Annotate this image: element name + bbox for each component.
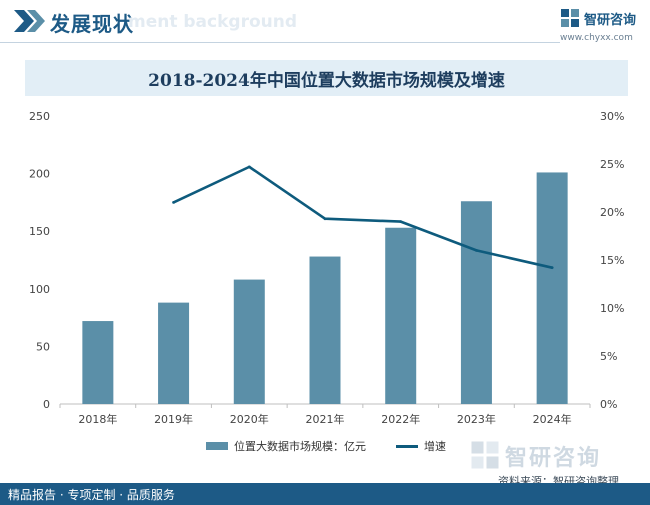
page-header: 发展现状 ment background 智研咨询 www.chyxx.com	[0, 0, 650, 44]
x-tick-label: 2021年	[306, 412, 345, 426]
bar-2020年	[233, 279, 265, 404]
x-tick-label: 2024年	[533, 412, 572, 426]
y-left-tick-label: 0	[43, 398, 50, 411]
bar-2019年	[158, 302, 190, 404]
y-right-tick-label: 30%	[600, 110, 624, 123]
x-tick-label: 2020年	[230, 412, 269, 426]
bar-2021年	[309, 256, 341, 404]
brand-url: www.chyxx.com	[560, 33, 633, 43]
chart-legend: 位置大数据市场规模：亿元 增速	[0, 438, 650, 454]
growth-point	[399, 220, 403, 224]
double-chevron-icon	[14, 10, 45, 32]
y-right-tick-label: 10%	[600, 302, 624, 315]
x-tick-label: 2022年	[381, 412, 420, 426]
bar-2022年	[385, 227, 417, 404]
chart-title-band	[25, 60, 628, 96]
watermark-logo-icon	[471, 441, 499, 469]
growth-point	[247, 165, 251, 169]
y-left-tick-label: 200	[29, 168, 50, 181]
growth-point	[475, 249, 478, 252]
chart-title: 2018-2024年中国位置大数据市场规模及增速	[148, 71, 505, 91]
legend-label-bar: 位置大数据市场规模：亿元	[234, 440, 366, 453]
legend-item-line: 增速	[396, 438, 446, 454]
footer-tagline: 精品报告 · 专项定制 · 品质服务	[8, 488, 175, 502]
growth-point	[550, 266, 554, 270]
x-tick-label: 2018年	[78, 412, 117, 426]
y-right-tick-label: 15%	[600, 254, 624, 267]
y-right-tick-label: 20%	[600, 206, 624, 219]
x-tick-label: 2019年	[154, 412, 193, 426]
section-title: 发展现状	[50, 12, 134, 36]
y-left-tick-label: 50	[36, 340, 50, 353]
series-line-growth	[173, 165, 553, 269]
growth-point	[172, 201, 175, 204]
brand-name: 智研咨询	[584, 13, 637, 28]
bar-2023年	[460, 201, 492, 404]
x-tick-label: 2023年	[457, 412, 496, 426]
brand-logo-icon	[561, 9, 579, 27]
y-left-tick-label: 100	[29, 283, 50, 296]
section-subtitle-ghost: ment background	[128, 12, 298, 32]
bar-2018年	[82, 321, 114, 404]
y-right-tick-label: 5%	[600, 350, 617, 363]
legend-label-line: 增速	[424, 440, 446, 453]
watermark-brand-name: 智研咨询	[505, 446, 602, 471]
legend-swatch-bar	[206, 442, 228, 450]
y-right-tick-label: 0%	[600, 398, 617, 411]
y-left-tick-label: 150	[29, 225, 50, 238]
y-right-tick-label: 25%	[600, 158, 624, 171]
legend-item-bar: 位置大数据市场规模：亿元	[206, 438, 366, 454]
growth-point	[323, 217, 327, 221]
header-divider	[0, 42, 560, 43]
legend-swatch-line	[396, 444, 418, 448]
page-footer: 精品报告 · 专项定制 · 品质服务	[0, 483, 650, 505]
y-left-tick-label: 250	[29, 110, 50, 123]
bar-2024年	[536, 172, 568, 404]
